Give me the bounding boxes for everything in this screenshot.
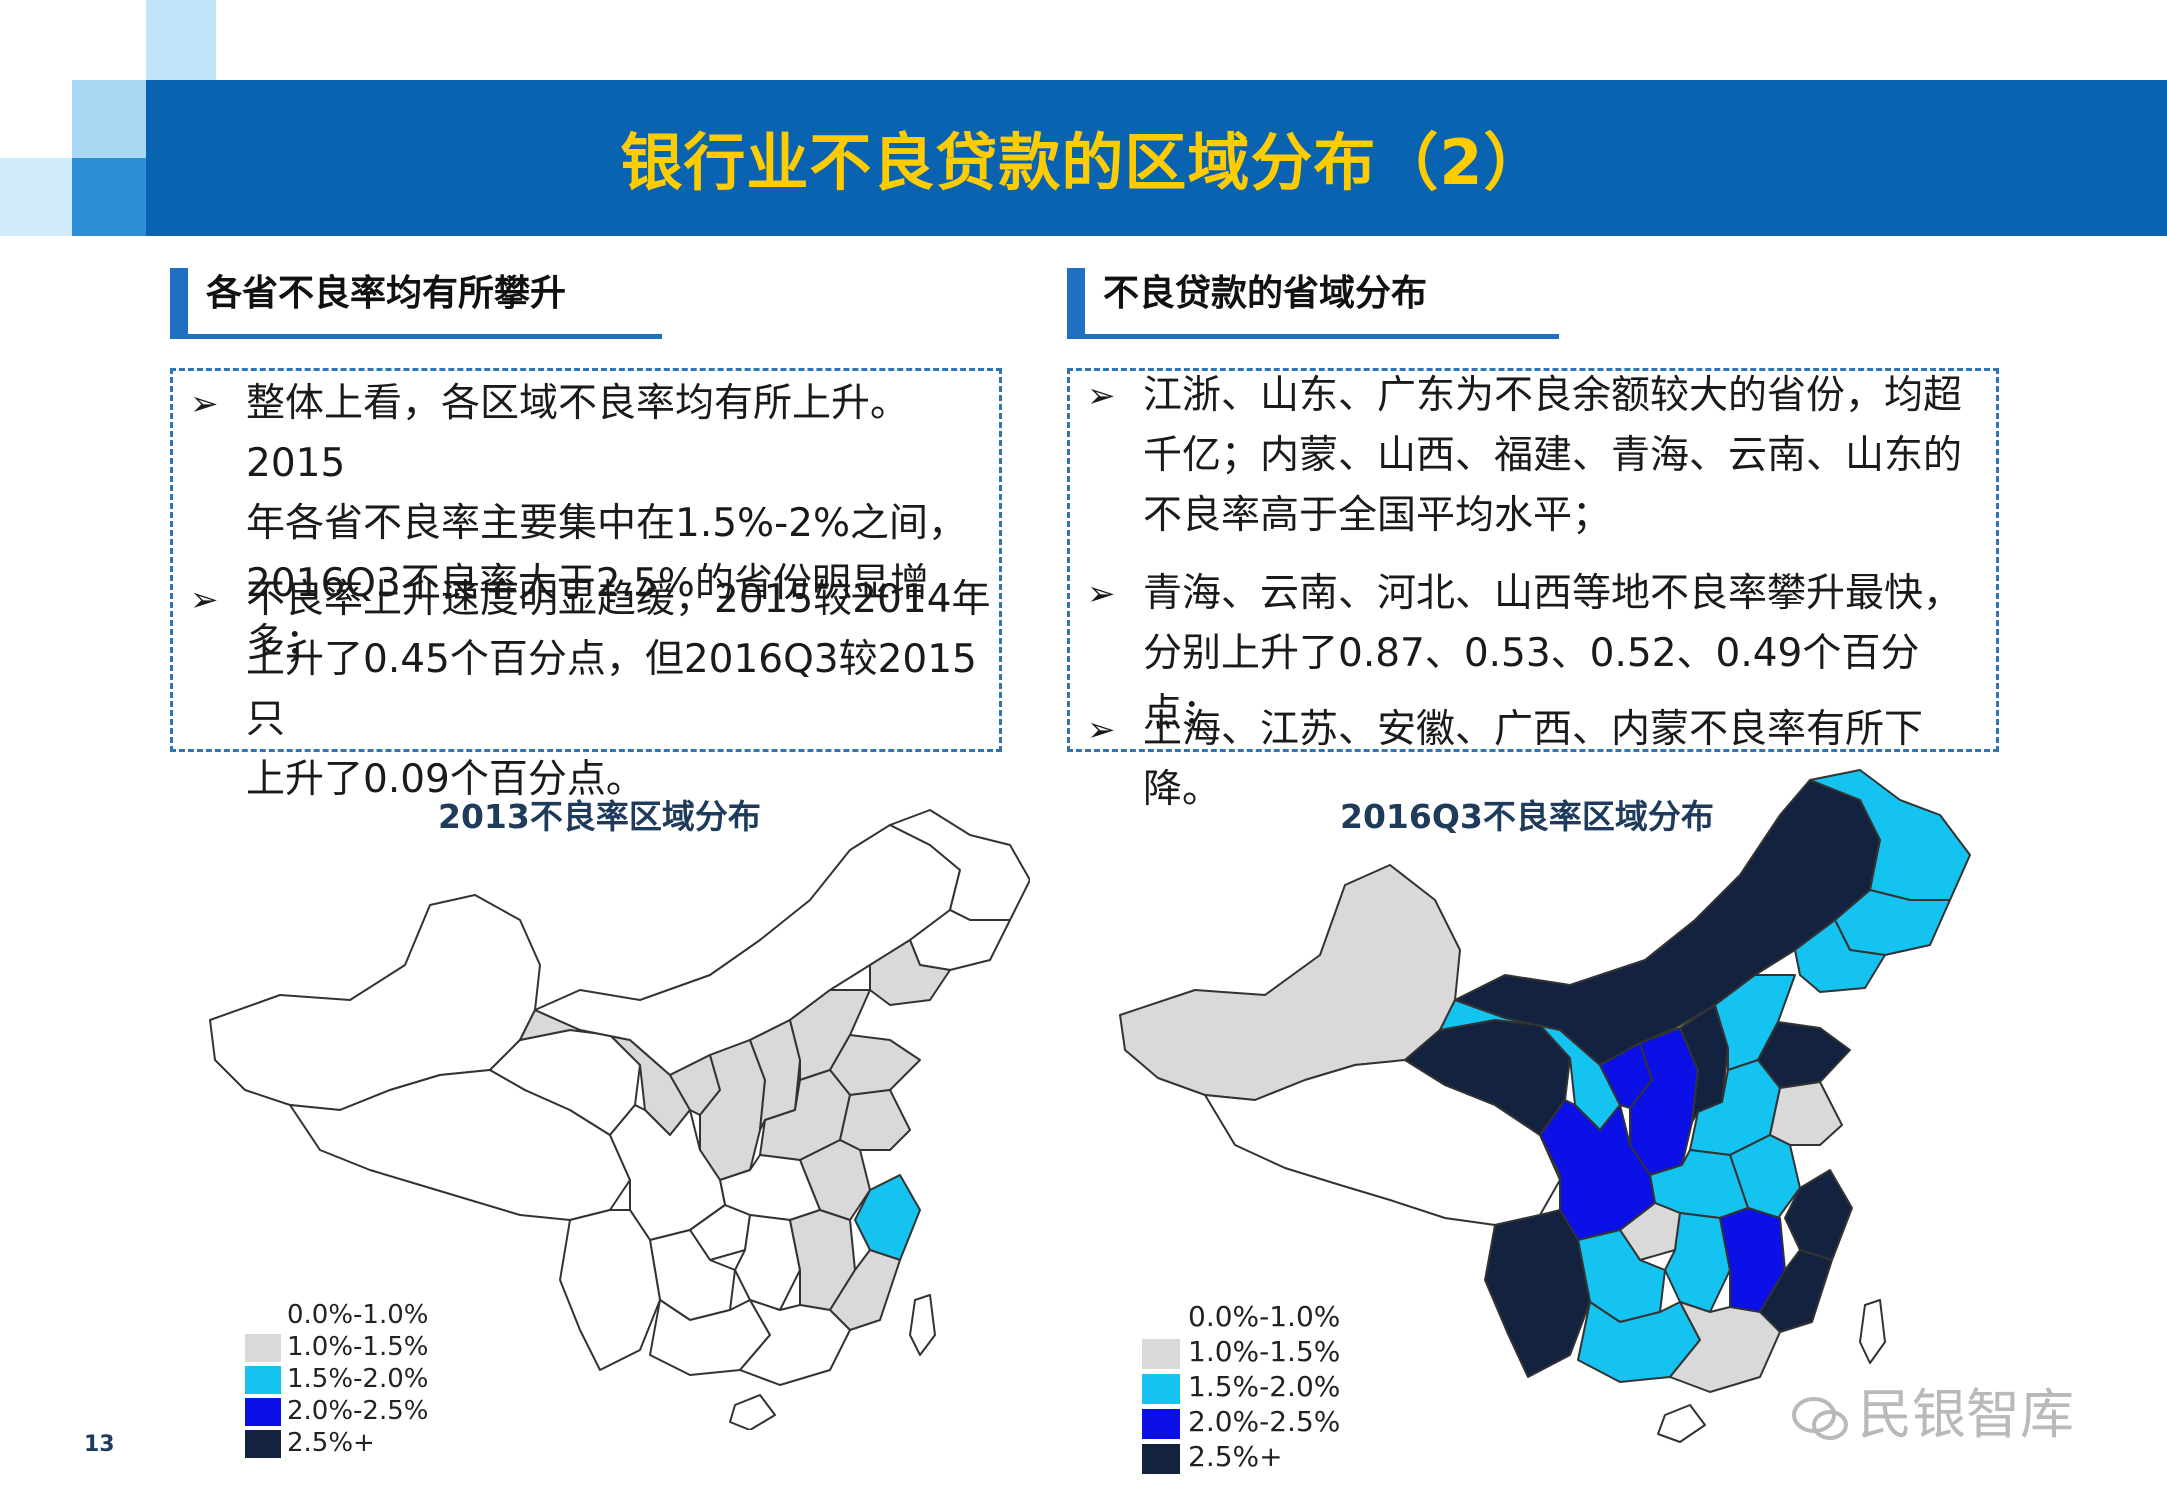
bullet-line: 上海、江苏、安徽、广西、内蒙不良率有所下降。 <box>1143 707 1924 812</box>
legend-label: 0.0%-1.0% <box>287 1300 429 1330</box>
right-section-heading: 不良贷款的省域分布 <box>1067 268 1583 338</box>
bullet-line: 整体上看，各区域不良率均有所上升。2015 <box>246 381 910 486</box>
right-heading-text: 不良贷款的省域分布 <box>1103 273 1428 314</box>
left-text-box <box>170 368 1002 752</box>
legend-label: 0.0%-1.0% <box>1188 1300 1341 1333</box>
right-bullet-3: ➢ 上海、江苏、安徽、广西、内蒙不良率有所下降。 <box>1087 700 1997 820</box>
bullet-arrow-icon: ➢ <box>1087 710 1116 750</box>
legend-swatch <box>1142 1409 1180 1439</box>
right-bullet-2: ➢ 青海、云南、河北、山西等地不良率攀升最快， 分别上升了0.87、0.53、0… <box>1087 564 1997 744</box>
left-heading-text: 各省不良率均有所攀升 <box>206 273 567 314</box>
left-bullet-1: ➢ 整体上看，各区域不良率均有所上升。2015 年各省不良率主要集中在1.5%-… <box>190 374 1000 674</box>
bullet-line: 年各省不良率主要集中在1.5%-2%之间， <box>246 501 968 546</box>
region-hainan <box>729 1394 776 1430</box>
region-hunan <box>734 1214 801 1311</box>
legend-label: 1.0%-1.5% <box>1188 1335 1341 1368</box>
left-map-title: 2013不良率区域分布 <box>438 797 761 836</box>
region-yunnan <box>1484 1209 1591 1378</box>
region-jiangsu <box>1769 1081 1843 1146</box>
legend-label: 1.0%-1.5% <box>287 1332 429 1362</box>
legend-swatch <box>1142 1339 1180 1369</box>
map-2016q3 <box>1119 769 1971 1443</box>
legend-label: 1.5%-2.0% <box>1188 1370 1341 1403</box>
region-hainan <box>1657 1404 1706 1443</box>
watermark-text: 民银智库 <box>1858 1383 2074 1446</box>
right-map-title: 2016Q3不良率区域分布 <box>1340 797 1714 836</box>
legend-label: 2.5%+ <box>1188 1440 1283 1473</box>
legend-swatch <box>1142 1304 1180 1334</box>
bullet-line: 2016Q3不良率大于2.5%的省份明显增多； <box>246 561 929 666</box>
right-text-box <box>1067 368 1999 752</box>
bullet-line: 不良率上升速度明显趋缓，2015较2014年 <box>246 577 991 622</box>
legend-swatch <box>1142 1374 1180 1404</box>
bullet-arrow-icon: ➢ <box>190 580 219 620</box>
legend-label: 2.0%-2.5% <box>1188 1405 1341 1438</box>
bullet-arrow-icon: ➢ <box>190 384 219 424</box>
bullet-line: 青海、云南、河北、山西等地不良率攀升最快， <box>1143 571 1963 616</box>
deco-square <box>0 158 72 236</box>
title-bar <box>146 80 2167 236</box>
bullet-line: 上升了0.45个百分点，但2016Q3较2015只 <box>246 637 977 742</box>
bullet-line: 上升了0.09个百分点。 <box>246 757 645 802</box>
left-bullet-2: ➢ 不良率上升速度明显趋缓，2015较2014年 上升了0.45个百分点，但20… <box>190 570 1000 810</box>
region-jiangsu <box>839 1089 911 1151</box>
region-liaoning <box>1794 919 1886 993</box>
legend-swatch <box>245 1334 281 1362</box>
legend-swatch <box>245 1398 281 1426</box>
heading-marker <box>1067 268 1085 338</box>
legend-label: 2.0%-2.5% <box>287 1396 429 1426</box>
legend-swatch <box>245 1366 281 1394</box>
page-number: 13 <box>84 1432 115 1457</box>
region-guangdong <box>1669 1301 1781 1393</box>
bullet-arrow-icon: ➢ <box>1087 376 1116 416</box>
map-2013 <box>209 809 1030 1430</box>
bullet-line: 不良率高于全国平均水平； <box>1143 493 1612 538</box>
left-heading-underline <box>170 334 662 339</box>
right-bullet-1: ➢ 江浙、山东、广东为不良余额较大的省份，均超 千亿；内蒙、山西、福建、青海、云… <box>1087 366 1997 546</box>
right-heading-underline <box>1067 334 1559 339</box>
bullet-arrow-icon: ➢ <box>1087 574 1116 614</box>
legend-label: 2.5%+ <box>287 1428 375 1458</box>
region-taiwan <box>909 1294 936 1356</box>
deco-square <box>72 80 146 158</box>
deco-square <box>146 0 216 80</box>
region-taiwan <box>1859 1299 1886 1364</box>
region-guangdong <box>739 1299 851 1386</box>
legend-swatch <box>245 1302 281 1330</box>
left-section-heading: 各省不良率均有所攀升 <box>170 268 686 338</box>
heading-marker <box>170 268 188 338</box>
region-yunnan <box>559 1209 661 1371</box>
deco-square <box>72 158 146 236</box>
legend-swatch <box>1142 1444 1180 1474</box>
bullet-line: 江浙、山东、广东为不良余额较大的省份，均超 <box>1143 373 1963 418</box>
region-liaoning <box>869 939 951 1006</box>
page-title: 银行业不良贷款的区域分布（2） <box>620 126 1547 199</box>
watermark: 民银智库 <box>1790 1370 2074 1449</box>
legend-swatch <box>245 1430 281 1458</box>
region-hunan <box>1664 1212 1731 1313</box>
bullet-line: 分别上升了0.87、0.53、0.52、0.49个百分点； <box>1143 631 1920 736</box>
wechat-icon <box>1792 1397 1848 1441</box>
legend-label: 1.5%-2.0% <box>287 1364 429 1394</box>
bullet-line: 千亿；内蒙、山西、福建、青海、云南、山东的 <box>1143 433 1963 478</box>
